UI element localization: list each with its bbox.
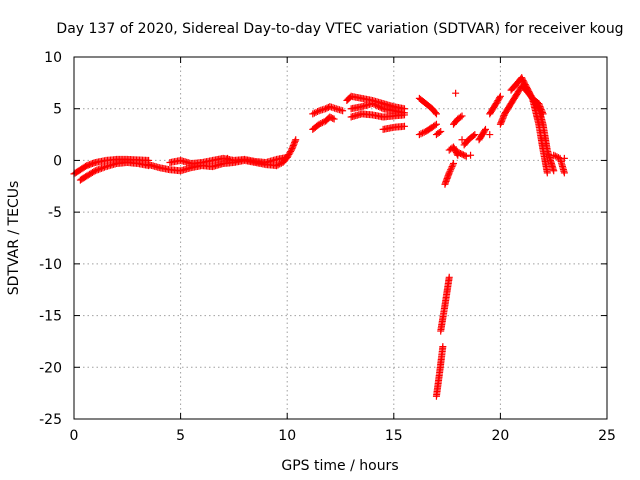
data-point — [498, 116, 506, 124]
x-tick-label: 0 — [70, 428, 79, 444]
data-point — [445, 273, 453, 281]
plot-frame — [73, 56, 608, 420]
data-point — [446, 167, 454, 175]
data-point — [496, 94, 504, 102]
data-point — [400, 122, 408, 130]
data-point — [449, 161, 457, 169]
x-tick-labels: 0 5 10 15 20 25 — [70, 428, 616, 444]
data-point — [445, 169, 453, 177]
data-point — [499, 113, 507, 121]
x-tick-label: 15 — [385, 428, 403, 444]
data-point — [431, 109, 439, 117]
data-point — [310, 109, 318, 117]
data-point — [289, 143, 297, 151]
data-point — [543, 169, 551, 177]
data-point — [496, 92, 504, 100]
data-point — [291, 137, 299, 145]
x-tick-label: 10 — [278, 428, 296, 444]
data-point — [288, 145, 296, 153]
data-point — [289, 142, 297, 150]
data-point — [437, 127, 445, 135]
data-point — [431, 121, 439, 129]
data-point — [330, 115, 338, 123]
y-tick-label: 0 — [53, 153, 62, 169]
data-point — [400, 111, 408, 119]
data-point — [496, 120, 504, 128]
data-point — [551, 152, 559, 160]
data-point — [417, 130, 425, 138]
x-axis-title: GPS time / hours — [281, 458, 398, 474]
x-tick-label: 20 — [491, 428, 509, 444]
data-point — [447, 164, 455, 172]
x-tick-label: 25 — [598, 428, 616, 444]
data-point — [314, 108, 322, 116]
data-point — [415, 131, 423, 139]
data-point — [553, 153, 561, 161]
data-point — [447, 166, 455, 174]
data-point — [481, 127, 489, 135]
data-point — [419, 129, 427, 137]
y-tick-label: -25 — [39, 412, 62, 428]
data-point — [273, 162, 281, 170]
data-point — [560, 154, 568, 162]
data-point — [276, 160, 284, 168]
data-point — [486, 131, 494, 139]
data-point — [375, 102, 383, 110]
data-point — [339, 107, 347, 115]
data-point — [439, 343, 447, 351]
y-axis-title: SDTVAR / TECUs — [6, 181, 22, 296]
data-point — [458, 136, 466, 144]
data-point — [550, 151, 558, 159]
data-point — [458, 112, 466, 120]
data-points — [70, 74, 568, 400]
data-point — [457, 113, 465, 121]
data-point — [550, 167, 558, 175]
data-point — [470, 132, 478, 140]
x-tick-label: 5 — [176, 428, 185, 444]
data-point — [373, 102, 381, 110]
data-point — [449, 160, 457, 168]
data-point — [317, 119, 325, 127]
data-point — [448, 163, 456, 171]
data-point — [370, 100, 378, 108]
data-point — [462, 152, 470, 160]
data-point — [291, 139, 299, 147]
data-point — [292, 136, 300, 144]
data-point — [368, 100, 376, 108]
data-point — [378, 104, 386, 112]
y-tick-labels: -25 -20 -15 -10 -5 0 5 10 — [39, 50, 62, 428]
data-point — [432, 110, 440, 118]
data-point — [315, 120, 323, 128]
data-point — [318, 119, 326, 127]
data-point — [274, 161, 282, 169]
y-tick-label: 10 — [44, 50, 62, 66]
data-point — [287, 146, 295, 154]
tick-marks — [73, 56, 608, 420]
data-point — [499, 114, 507, 122]
data-point — [312, 108, 320, 116]
data-point — [224, 154, 232, 162]
data-point — [90, 168, 98, 176]
data-point — [309, 110, 317, 118]
y-tick-label: -15 — [39, 309, 62, 325]
data-point — [376, 103, 384, 111]
y-tick-label: -10 — [39, 257, 62, 273]
data-point — [560, 169, 568, 177]
data-point — [452, 89, 460, 97]
y-tick-label: 5 — [53, 102, 62, 118]
chart-title: Day 137 of 2020, Sidereal Day-to-day VTE… — [56, 21, 623, 37]
y-tick-label: -5 — [48, 205, 62, 221]
data-point — [435, 129, 443, 137]
data-point — [329, 114, 337, 122]
data-point — [498, 117, 506, 125]
y-tick-label: -20 — [39, 360, 62, 376]
data-point — [471, 131, 479, 139]
data-point — [290, 140, 298, 148]
data-point — [497, 119, 505, 127]
data-point — [372, 101, 380, 109]
data-point — [467, 151, 475, 159]
data-point — [432, 120, 440, 128]
data-point — [481, 125, 489, 133]
